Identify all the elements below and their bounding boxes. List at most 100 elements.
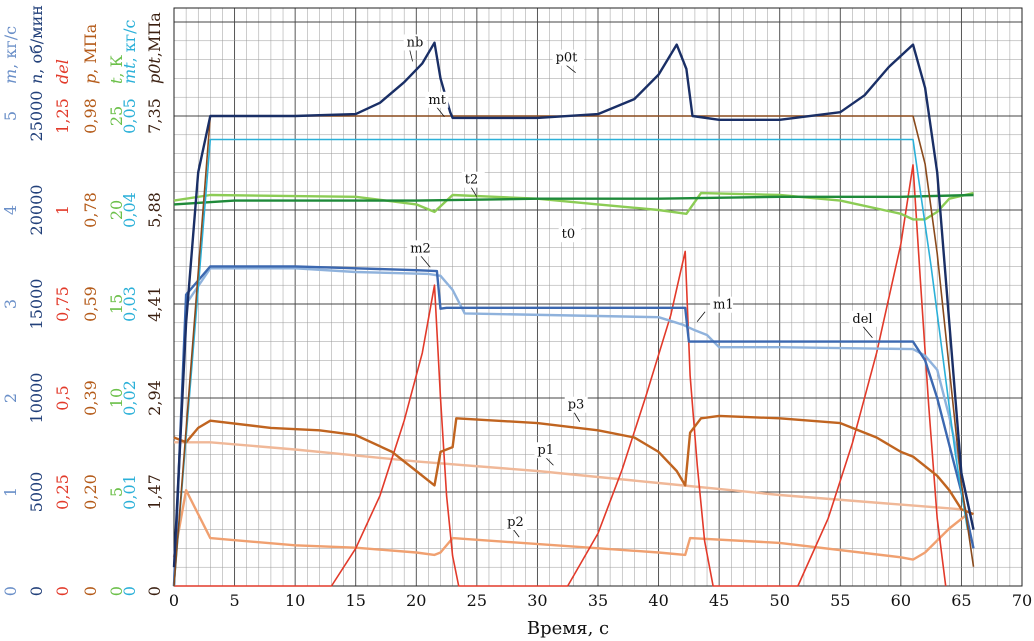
y-tick-label-t: 5 xyxy=(107,487,126,497)
y-tick-label-p: 0 xyxy=(81,586,100,596)
series-labels: nb p0t mt t2 t0 m2 m1 del p3 p1 p2 xyxy=(403,34,881,538)
y-axis-label-m: m, кг/с xyxy=(1,26,20,84)
y-tick-label-n: 20000 xyxy=(27,185,46,236)
x-tick-label: 30 xyxy=(527,591,547,610)
label-leader xyxy=(409,49,413,62)
label-leader xyxy=(512,528,520,538)
y-tick-label-t: 0 xyxy=(107,586,126,596)
x-tick-label: 45 xyxy=(709,591,729,610)
label-leader xyxy=(862,325,873,339)
y-tick-label-p: 0,59 xyxy=(81,286,100,322)
y-tick-label-del: 1 xyxy=(53,205,72,215)
label-background xyxy=(710,296,734,313)
y-tick-label-n: 10000 xyxy=(27,373,46,424)
series-line-mt xyxy=(173,138,969,587)
y-tick-label-t: 10 xyxy=(107,388,126,408)
y-tick-label-m: 5 xyxy=(1,111,20,121)
x-tick-label: 20 xyxy=(406,591,426,610)
y-axis-label-t: t, К xyxy=(107,54,126,84)
y-tick-label-p0t: 1,47 xyxy=(145,474,164,510)
x-tick-label: 10 xyxy=(285,591,305,610)
y-tick-label-p0t: 5,88 xyxy=(145,192,164,228)
label-leader xyxy=(419,255,431,268)
x-tick-label: 15 xyxy=(346,591,366,610)
series-label-mt: mt xyxy=(428,93,446,108)
label-leader xyxy=(696,311,706,322)
y-tick-label-del: 0,25 xyxy=(53,474,72,510)
y-tick-label-p: 0,98 xyxy=(81,98,100,134)
x-tick-label: 60 xyxy=(891,591,911,610)
y-axis-label-mt: mt, кг/с xyxy=(120,19,139,84)
label-leader xyxy=(565,64,576,73)
x-tick-label: 0 xyxy=(169,591,179,610)
x-axis-label: Время, с xyxy=(527,618,609,639)
y-axis-label-p0t: p0t,МПа xyxy=(145,12,164,84)
y-tick-label-mt: 0,05 xyxy=(120,98,139,134)
y-tick-label-t: 15 xyxy=(107,294,126,314)
y-tick-label-del: 0,5 xyxy=(53,385,72,410)
label-background xyxy=(534,442,558,459)
label-background xyxy=(564,396,588,413)
y-tick-label-n: 15000 xyxy=(27,279,46,330)
y-tick-label-del: 1,25 xyxy=(53,98,72,134)
y-tick-label-t: 25 xyxy=(107,106,126,126)
y-tick-label-del: 0 xyxy=(53,586,72,596)
label-background xyxy=(504,514,528,531)
series xyxy=(172,41,975,587)
x-tick-label: 40 xyxy=(648,591,668,610)
series-label-t0: t0 xyxy=(562,227,576,242)
series-label-p2: p2 xyxy=(507,515,524,530)
series-line-t2 xyxy=(173,193,974,206)
x-tick-label: 5 xyxy=(229,591,239,610)
series-line-p2 xyxy=(172,489,969,561)
label-background xyxy=(425,91,449,108)
y-tick-label-p0t: 7,35 xyxy=(145,98,164,134)
y-axis-label-del: del xyxy=(53,59,72,84)
x-tick-label: 70 xyxy=(1012,591,1032,610)
y-tick-label-m: 2 xyxy=(1,393,20,403)
y-tick-label-mt: 0,02 xyxy=(120,380,139,416)
x-tick-label: 65 xyxy=(951,591,971,610)
y-tick-label-mt: 0 xyxy=(120,586,139,596)
y-tick-label-m: 1 xyxy=(1,487,20,497)
series-line-m2 xyxy=(172,265,975,587)
grid xyxy=(173,7,1023,587)
y-tick-label-del: 0,75 xyxy=(53,286,72,322)
y-tick-label-n: 0 xyxy=(27,586,46,596)
label-leader xyxy=(573,411,581,422)
label-background xyxy=(552,49,585,66)
y-axis-label-n: n, об/мин xyxy=(27,5,46,84)
y-tick-label-p: 0,78 xyxy=(81,192,100,228)
series-line-p3 xyxy=(173,414,974,516)
label-leader xyxy=(470,186,478,197)
series-label-del: del xyxy=(852,312,872,327)
y-tick-label-n: 5000 xyxy=(27,472,46,513)
y-tick-label-n: 25000 xyxy=(27,91,46,142)
label-background xyxy=(403,34,427,51)
series-label-t2: t2 xyxy=(465,173,479,188)
y-tick-label-t: 20 xyxy=(107,200,126,220)
y-tick-label-m: 3 xyxy=(1,299,20,309)
plot-frame xyxy=(173,7,1023,587)
y-tick-label-p0t: 0 xyxy=(145,586,164,596)
label-background xyxy=(558,226,582,243)
series-line-del xyxy=(174,164,947,587)
series-label-p3: p3 xyxy=(568,398,585,413)
y-tick-label-p: 0,20 xyxy=(81,474,100,510)
series-label-nb: nb xyxy=(407,35,424,50)
label-background xyxy=(461,171,485,188)
x-tick-label: 35 xyxy=(588,591,608,610)
label-leader xyxy=(436,106,445,118)
y-tick-label-m: 4 xyxy=(1,205,20,215)
label-background xyxy=(849,310,881,327)
y-tick-label-mt: 0,03 xyxy=(120,286,139,322)
y-tick-label-m: 0 xyxy=(1,586,20,596)
series-label-m2: m2 xyxy=(410,241,431,256)
label-leader xyxy=(545,456,554,466)
series-label-p0t: p0t xyxy=(556,51,579,66)
y-tick-label-mt: 0,04 xyxy=(120,192,139,228)
y-tick-label-p0t: 2,94 xyxy=(145,380,164,416)
x-tick-label: 25 xyxy=(467,591,487,610)
